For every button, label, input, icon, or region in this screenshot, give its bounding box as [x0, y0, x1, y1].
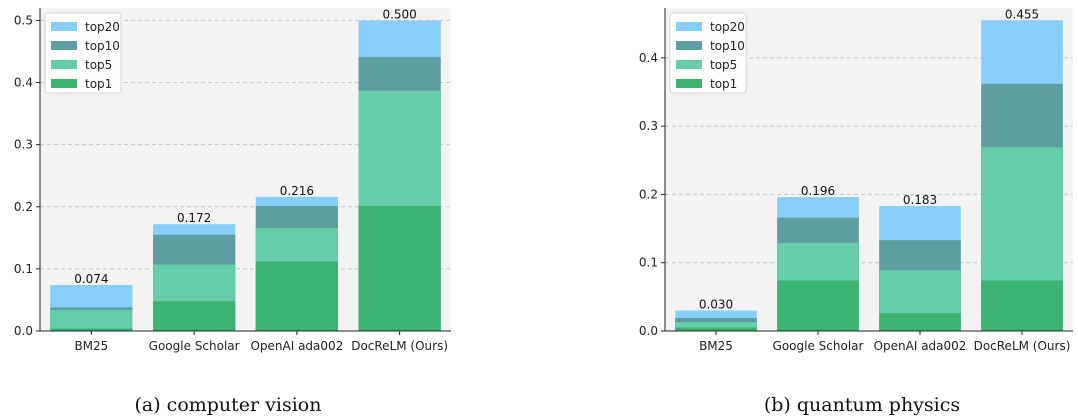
data-label: 0.455: [1005, 7, 1039, 21]
y-tick-label: 0.2: [639, 187, 658, 201]
bar-top1: [879, 313, 961, 331]
y-tick-label: 0.2: [14, 200, 33, 214]
x-tick-label: OpenAI ada002: [874, 339, 967, 353]
y-tick-label: 0.3: [639, 119, 658, 133]
y-tick-label: 0.5: [14, 13, 33, 27]
x-tick-label: BM25: [74, 339, 108, 353]
legend-swatch-top10: [51, 41, 77, 50]
legend-label-top5: top5: [85, 58, 112, 72]
data-label: 0.196: [801, 184, 835, 198]
data-label: 0.216: [280, 184, 314, 198]
bar-top1: [777, 280, 859, 331]
data-label: 0.183: [903, 193, 937, 207]
bar-top5: [50, 309, 133, 331]
legend-label-top20: top20: [710, 20, 745, 34]
chart-panel-1: 0.0 0.1 0.2 0.3 0.4 BM25 0.030 Google Scholar 0.…: [639, 7, 1073, 416]
y-tick-label: 0.1: [639, 256, 658, 270]
data-label: 0.500: [382, 7, 416, 21]
y-tick-label: 0.0: [14, 324, 33, 338]
x-tick-label: BM25: [699, 339, 733, 353]
legend-swatch-top20: [51, 22, 77, 31]
chart-caption: (b) quantum physics: [764, 394, 960, 416]
legend-swatch-top1: [51, 79, 77, 88]
data-label: 0.172: [177, 211, 211, 225]
bar-top5: [675, 322, 757, 331]
data-label: 0.074: [74, 272, 108, 286]
bar-top1: [50, 328, 133, 331]
legend: [669, 12, 747, 94]
legend-swatch-top1: [676, 79, 702, 88]
legend: [44, 12, 122, 94]
x-tick-label: Google Scholar: [149, 339, 240, 353]
x-tick-label: DocReLM (Ours): [974, 339, 1071, 353]
x-tick-label: DocReLM (Ours): [351, 339, 448, 353]
bar-top1: [358, 206, 441, 331]
bar-top1: [981, 280, 1063, 331]
legend-label-top10: top10: [710, 39, 745, 53]
y-tick-label: 0.0: [639, 324, 658, 338]
legend-swatch-top10: [676, 41, 702, 50]
data-label: 0.030: [699, 298, 733, 312]
x-tick-label: Google Scholar: [773, 339, 864, 353]
legend-label-top20: top20: [85, 20, 120, 34]
legend-swatch-top5: [676, 60, 702, 69]
legend-label-top10: top10: [85, 39, 120, 53]
legend-swatch-top5: [51, 60, 77, 69]
y-tick-label: 0.3: [14, 138, 33, 152]
legend-label-top1: top1: [710, 77, 737, 91]
y-tick-label: 0.4: [639, 51, 658, 65]
x-tick-label: OpenAI ada002: [250, 339, 343, 353]
legend-swatch-top20: [676, 22, 702, 31]
bar-top1: [153, 301, 236, 331]
y-tick-label: 0.4: [14, 76, 33, 90]
legend-label-top1: top1: [85, 77, 112, 91]
chart-panel-0: 0.0 0.1 0.2 0.3 0.4 0.5 BM25 0.074 Google Schola…: [14, 7, 451, 416]
bar-top1: [675, 327, 757, 331]
y-tick-label: 0.1: [14, 262, 33, 276]
bar-top1: [255, 261, 338, 331]
chart-caption: (a) computer vision: [134, 394, 321, 416]
legend-label-top5: top5: [710, 58, 737, 72]
